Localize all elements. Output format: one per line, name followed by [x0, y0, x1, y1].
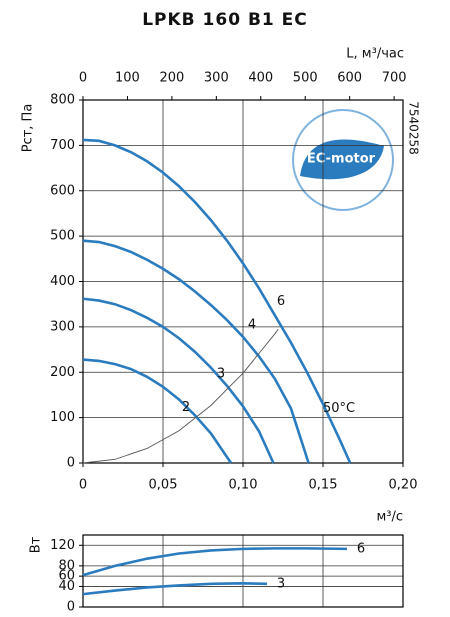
top-tick-label: 100 [115, 71, 140, 86]
top-tick-label: 400 [248, 71, 273, 86]
x-tick-label: 0,15 [309, 478, 338, 493]
y-tick-label: 100 [50, 410, 75, 425]
curve-label: 3 [217, 366, 225, 381]
x-tick-label: 0 [79, 478, 87, 493]
curve-label: 6 [357, 541, 365, 556]
x-tick-label: 0,20 [389, 478, 418, 493]
top-tick-label: 700 [382, 71, 407, 86]
top-tick-label: 300 [204, 71, 229, 86]
y-tick-label: 600 [50, 183, 75, 198]
y-tick-label: 60 [58, 569, 75, 584]
y-tick-label: 400 [50, 274, 75, 289]
curve-label: 4 [248, 317, 256, 332]
y-tick-label: 200 [50, 365, 75, 380]
model-code: 7540258 [407, 101, 421, 154]
top-axis-label: L, м³/час [346, 47, 404, 62]
y-tick-label: 500 [50, 229, 75, 244]
y-tick-label: 0 [67, 600, 75, 615]
badge-text: EC-motor [307, 152, 376, 167]
y-axis-label: Вт [29, 536, 44, 553]
x-tick-label: 0,10 [229, 478, 258, 493]
curve [82, 239, 310, 464]
top-tick-label: 600 [337, 71, 362, 86]
curve [82, 582, 268, 596]
chart-title: LPKB 160 B1 EC [142, 10, 308, 30]
y-tick-label: 300 [50, 319, 75, 334]
curve [82, 138, 352, 464]
ec-motor-badge: EC-motor [292, 109, 394, 211]
curve [82, 358, 233, 464]
curve [82, 328, 279, 464]
x-tick-label: 0,05 [149, 478, 178, 493]
y-tick-label: 700 [50, 138, 75, 153]
curve [82, 547, 348, 577]
top-tick-label: 200 [159, 71, 184, 86]
x-axis-label: м³/с [376, 510, 403, 525]
curve [82, 297, 275, 464]
badge-leaf [300, 139, 384, 180]
curve-label: 6 [277, 294, 285, 309]
curve-label: 2 [182, 400, 190, 415]
plot-frame [82, 99, 404, 464]
y-tick-label: 40 [58, 579, 75, 594]
top-tick-label: 0 [79, 71, 87, 86]
y-tick-label: 800 [50, 93, 75, 108]
y-tick-label: 0 [67, 456, 75, 471]
y-axis-label: Рст, Па [21, 104, 36, 153]
plot-frame [82, 534, 404, 608]
curve-label: 3 [277, 576, 285, 591]
y-tick-label: 80 [58, 558, 75, 573]
top-tick-label: 500 [293, 71, 318, 86]
y-tick-label: 120 [50, 538, 75, 553]
annotation: 50°C [323, 401, 355, 416]
